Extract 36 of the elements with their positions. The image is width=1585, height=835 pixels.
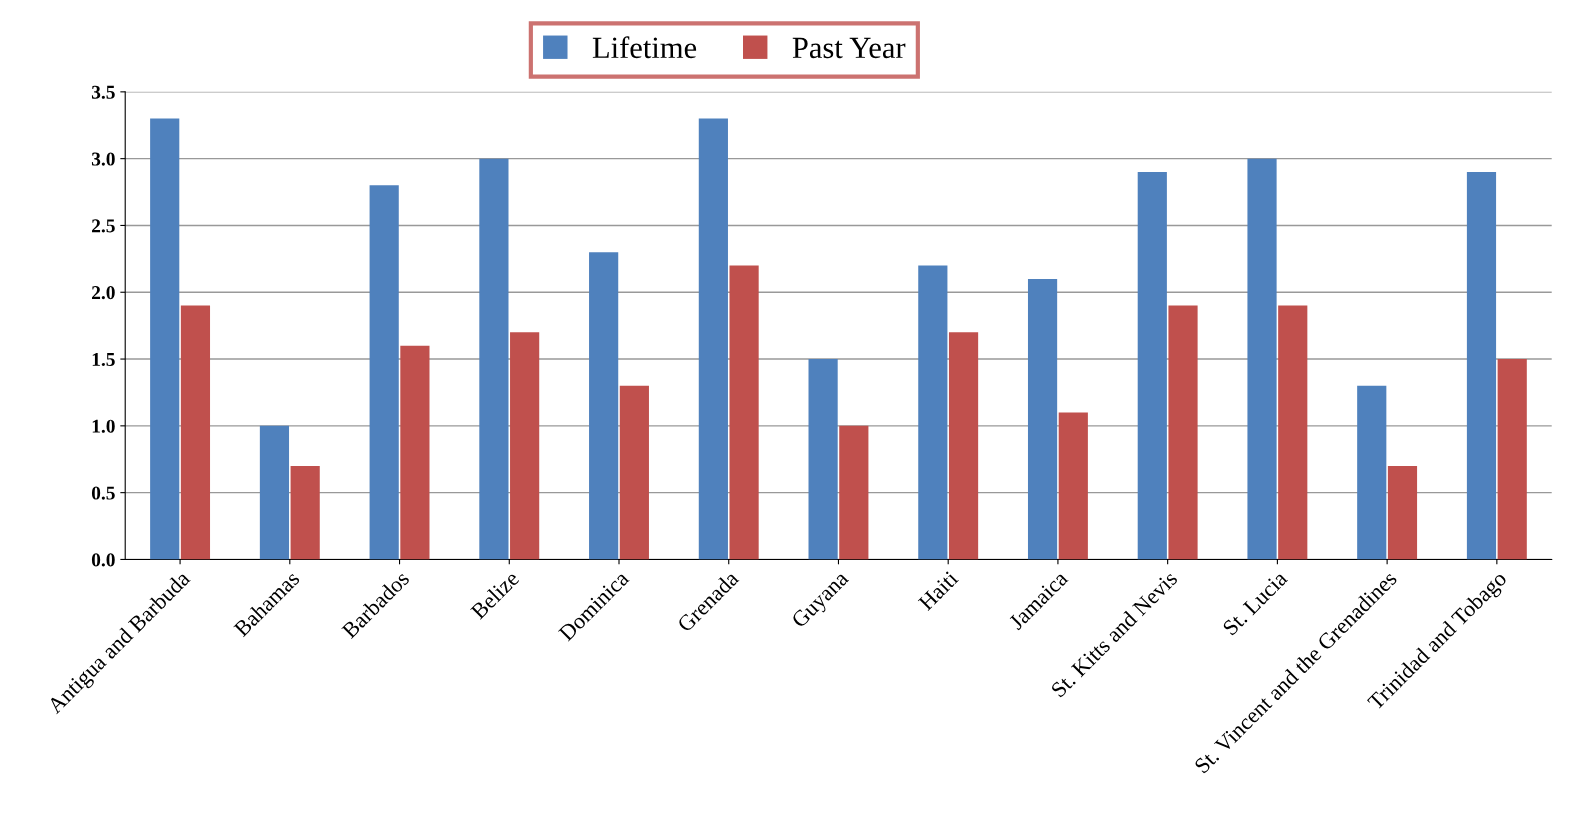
bar bbox=[1058, 412, 1088, 560]
bar bbox=[1466, 172, 1497, 560]
y-tick-label: 1.5 bbox=[92, 352, 115, 367]
y-tick-label: 3.5 bbox=[91, 85, 115, 99]
bar bbox=[808, 359, 838, 560]
bar bbox=[1168, 305, 1198, 560]
y-tick-label: 0.0 bbox=[91, 553, 115, 567]
bar bbox=[948, 332, 979, 560]
bar bbox=[918, 265, 948, 560]
bar bbox=[369, 185, 399, 560]
bar bbox=[290, 465, 320, 560]
bar bbox=[1137, 172, 1167, 560]
y-tick-label: 3.0 bbox=[91, 152, 115, 166]
y-tick-label: 0.5 bbox=[91, 486, 115, 500]
bar bbox=[619, 385, 649, 560]
y-tick-label: 1.0 bbox=[92, 419, 115, 433]
y-tick-label: 2.5 bbox=[92, 219, 115, 233]
bar bbox=[259, 425, 290, 560]
bar bbox=[1278, 305, 1308, 560]
bar bbox=[180, 305, 211, 560]
bar bbox=[839, 425, 869, 560]
bar bbox=[150, 118, 180, 560]
bar bbox=[400, 345, 430, 560]
bar bbox=[589, 252, 619, 560]
bar bbox=[729, 265, 759, 560]
bar bbox=[698, 118, 728, 560]
bar bbox=[1387, 465, 1418, 560]
bar bbox=[479, 158, 509, 560]
bar bbox=[510, 332, 540, 560]
legend-label: Past Year bbox=[792, 37, 906, 59]
legend-label: Lifetime bbox=[592, 36, 697, 59]
bar bbox=[1497, 359, 1527, 560]
bar bbox=[1247, 158, 1277, 560]
bar bbox=[1027, 278, 1058, 560]
y-tick-label: 2.0 bbox=[92, 286, 115, 300]
bar bbox=[1357, 385, 1387, 560]
